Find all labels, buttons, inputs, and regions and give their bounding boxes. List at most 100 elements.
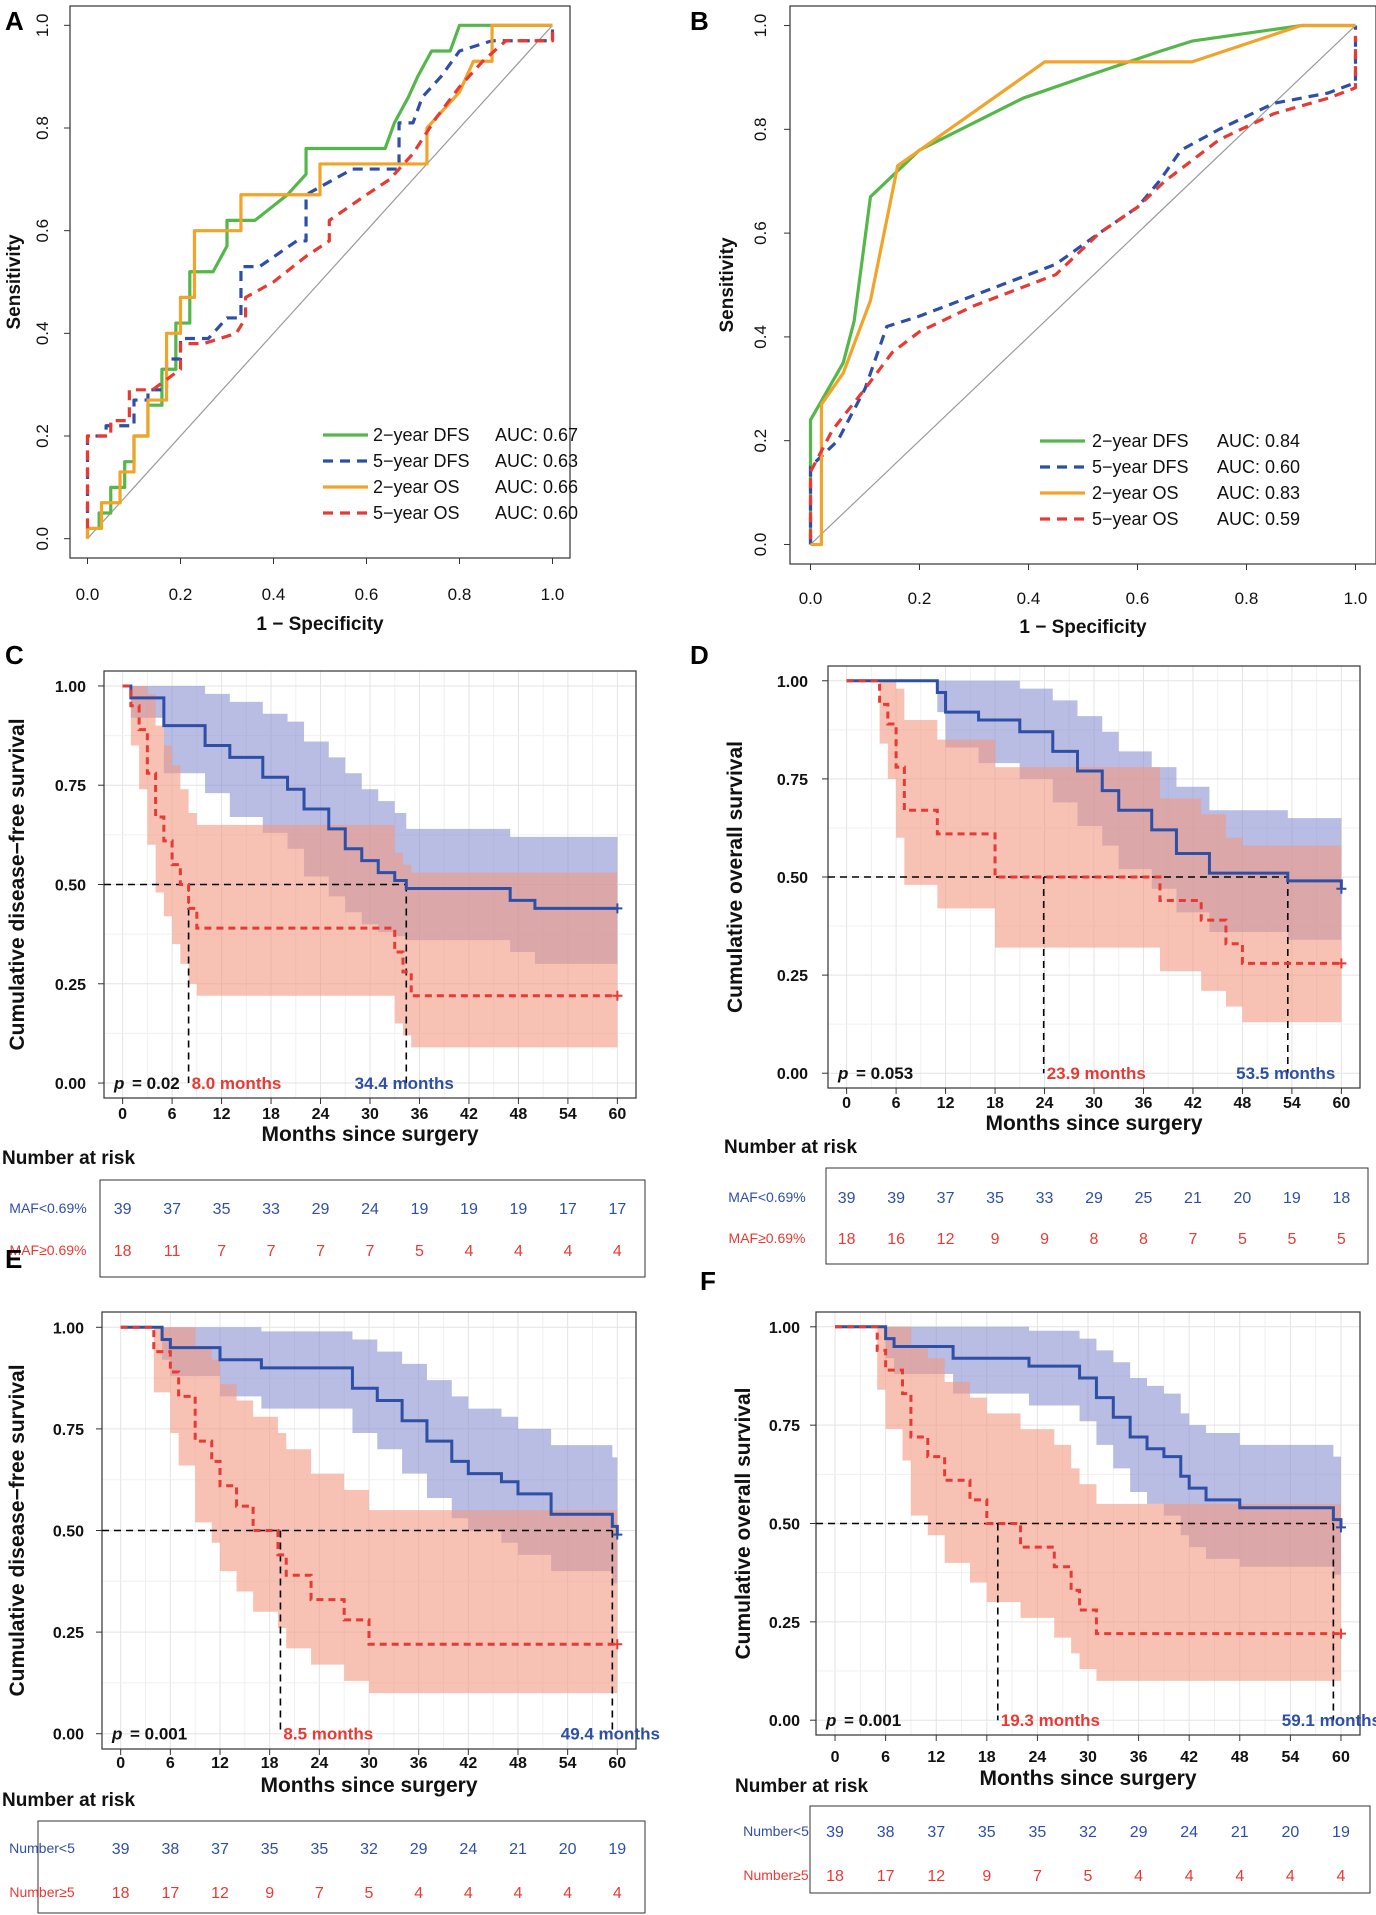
risk-cell: 16 <box>887 1231 905 1248</box>
x-tick-label: 18 <box>261 1755 279 1772</box>
y-tick-label: 0.4 <box>751 325 770 349</box>
x-tick-label: 36 <box>411 1106 429 1123</box>
risk-cell: 5 <box>1337 1231 1346 1248</box>
risk-cell: 19 <box>1332 1824 1350 1841</box>
legend-auc-2: AUC: 0.83 <box>1217 483 1300 503</box>
x-tick-label: 0 <box>118 1106 127 1123</box>
median-label-0: 19.3 months <box>1001 1711 1100 1730</box>
km-curve-0 <box>846 679 1343 889</box>
risk-cell: 39 <box>112 1841 130 1858</box>
roc-curve-1 <box>808 25 1358 545</box>
x-tick-label: 30 <box>361 1106 379 1123</box>
y-tick-label: 1.00 <box>53 1320 84 1337</box>
risk-cell: 4 <box>514 1243 523 1260</box>
ci-band-1 <box>120 1327 618 1694</box>
risk-cell: 7 <box>267 1243 276 1260</box>
x-tick-label: 0.8 <box>448 585 472 604</box>
roc-curve-3 <box>85 25 555 529</box>
y-tick-label: 0.0 <box>751 533 770 557</box>
panel-f-km: F0 6 12 18 24 30 36 42 48 54 600.000.250.500.751.0… <box>700 1266 1376 1894</box>
x-axis-title: Months since surgery <box>260 1774 477 1797</box>
x-tick-label: 54 <box>559 1755 577 1772</box>
y-tick-label: 0.8 <box>751 117 770 141</box>
risk-cell: 5 <box>1238 1231 1247 1248</box>
y-axis-title: Cumulative overall survival <box>732 1388 755 1660</box>
km-curve-0 <box>122 684 618 910</box>
x-tick-label: 36 <box>1130 1749 1148 1766</box>
x-axis-title: Months since surgery <box>985 1112 1202 1135</box>
legend-auc-1: AUC: 0.63 <box>495 451 578 471</box>
km-curve-0 <box>120 1325 619 1535</box>
risk-cell: 21 <box>509 1841 527 1858</box>
y-tick-label: 0.6 <box>33 219 52 243</box>
risk-cell: 20 <box>1234 1190 1252 1207</box>
x-tick-label: 6 <box>166 1755 175 1772</box>
roc-curve-1 <box>85 25 555 514</box>
km-curve-1 <box>122 684 618 998</box>
reference-diagonal <box>810 25 1356 545</box>
y-tick-label: 0.75 <box>55 778 86 795</box>
y-tick-label: 0.50 <box>55 878 86 895</box>
x-tick-label: 0.4 <box>262 585 286 604</box>
censor-mark-1 <box>1336 958 1347 969</box>
p-value: = 0.001 <box>130 1725 187 1744</box>
y-tick-label: 0.4 <box>33 322 52 346</box>
y-tick-label: 1.00 <box>769 1320 800 1337</box>
legend-auc-0: AUC: 0.84 <box>1217 431 1300 451</box>
x-tick-label: 0.0 <box>76 585 100 604</box>
roc-curve-0 <box>808 23 1356 545</box>
x-tick-label: 12 <box>937 1095 955 1112</box>
y-tick-label: 0.25 <box>777 968 808 985</box>
risk-cell: 4 <box>563 1243 572 1260</box>
risk-cell: 4 <box>514 1885 523 1902</box>
x-tick-label: 36 <box>1135 1095 1153 1112</box>
risk-cell: 5 <box>365 1885 374 1902</box>
risk-cell: 21 <box>1184 1190 1202 1207</box>
risk-row-label-1: Number≥5 <box>743 1867 808 1883</box>
x-tick-label: 1.0 <box>1344 589 1368 608</box>
risk-cell: 18 <box>826 1868 844 1885</box>
x-tick-label: 0 <box>842 1095 851 1112</box>
risk-cell: 24 <box>1180 1824 1198 1841</box>
risk-cell: 4 <box>613 1885 622 1902</box>
p-value: = 0.053 <box>856 1064 913 1083</box>
risk-cell: 21 <box>1231 1824 1249 1841</box>
risk-cell: 24 <box>361 1201 379 1218</box>
risk-cell: 20 <box>1281 1824 1299 1841</box>
risk-cell: 35 <box>213 1201 231 1218</box>
risk-cell: 4 <box>1185 1868 1194 1885</box>
risk-row-label-0: MAF<0.69% <box>9 1200 86 1216</box>
panel-letter: F <box>700 1266 716 1296</box>
legend-label-1: 5−year DFS <box>1092 457 1189 477</box>
risk-cell: 19 <box>411 1201 429 1218</box>
p-value: = 0.001 <box>844 1711 901 1730</box>
panel-letter: E <box>5 1244 22 1274</box>
median-label-1: 53.5 months <box>1236 1064 1335 1083</box>
risk-cell: 7 <box>1188 1231 1197 1248</box>
risk-table-title: Number at risk <box>2 1790 135 1811</box>
plot-frame <box>789 5 1376 565</box>
x-tick-label: 60 <box>608 1106 626 1123</box>
x-tick-label: 18 <box>262 1106 280 1123</box>
median-label-0: 23.9 months <box>1047 1064 1146 1083</box>
y-tick-label: 0.25 <box>769 1615 800 1632</box>
x-tick-label: 48 <box>1231 1749 1249 1766</box>
x-tick-label: 0.2 <box>169 585 193 604</box>
y-tick-label: 0.8 <box>33 116 52 140</box>
panel-b-roc: B 0.0 0.2 0.4 0.6 0.8 1.0 0.0 0.2 0.4 0.6 0.8 1.0 1 −… <box>690 5 1376 638</box>
risk-table-frame <box>825 1167 1369 1265</box>
y-tick-label: 0.25 <box>53 1625 84 1642</box>
x-tick-label: 18 <box>978 1749 996 1766</box>
risk-cell: 17 <box>608 1201 626 1218</box>
risk-table-title: Number at risk <box>2 1148 135 1169</box>
km-curve-1 <box>120 1325 618 1646</box>
legend-label-2: 2−year OS <box>1092 483 1179 503</box>
legend-auc-3: AUC: 0.59 <box>1217 509 1300 529</box>
risk-cell: 11 <box>164 1243 181 1260</box>
risk-cell: 4 <box>464 1243 473 1260</box>
x-tick-label: 12 <box>211 1755 229 1772</box>
risk-cell: 37 <box>927 1824 945 1841</box>
risk-cell: 19 <box>608 1841 626 1858</box>
risk-cell: 37 <box>211 1841 229 1858</box>
x-tick-label: 12 <box>927 1749 945 1766</box>
